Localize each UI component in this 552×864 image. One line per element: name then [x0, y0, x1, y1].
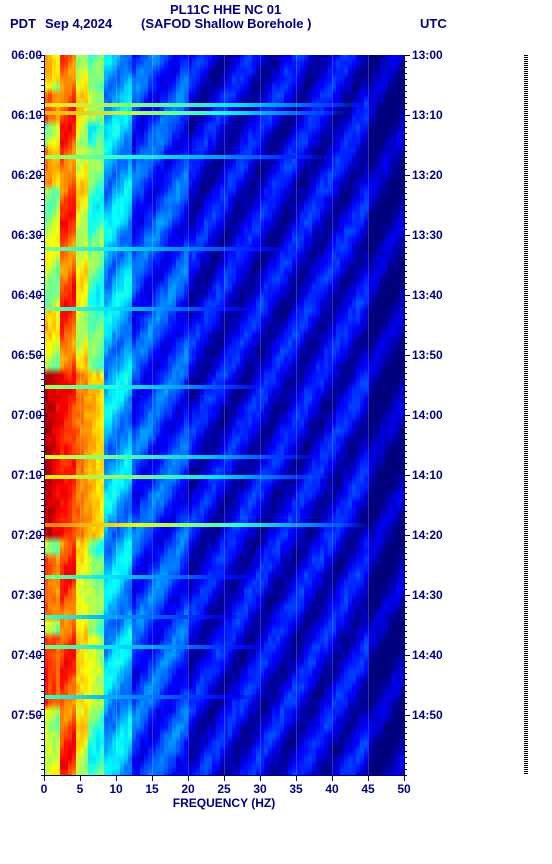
x-tick-label: 5 [70, 782, 90, 796]
y-tick-left-label: 06:10 [2, 108, 42, 122]
x-tick-label: 10 [106, 782, 126, 796]
y-tick-right-label: 14:50 [412, 708, 443, 722]
x-tick-label: 15 [142, 782, 162, 796]
y-tick-right-label: 13:10 [412, 108, 443, 122]
y-tick-right-label: 13:20 [412, 168, 443, 182]
y-tick-right-label: 13:30 [412, 228, 443, 242]
y-tick-right-label: 14:30 [412, 588, 443, 602]
y-tick-right-label: 14:40 [412, 648, 443, 662]
y-tick-right-label: 13:40 [412, 288, 443, 302]
y-axis-left-line [44, 55, 45, 775]
y-tick-left-label: 06:20 [2, 168, 42, 182]
x-tick-label: 50 [394, 782, 414, 796]
x-tick-label: 0 [34, 782, 54, 796]
x-tick-label: 20 [178, 782, 198, 796]
y-tick-left-label: 07:10 [2, 468, 42, 482]
y-tick-right-label: 14:10 [412, 468, 443, 482]
colorbar-indicator [524, 55, 528, 775]
y-tick-right-label: 14:20 [412, 528, 443, 542]
y-tick-left-label: 06:30 [2, 228, 42, 242]
y-tick-left-label: 07:20 [2, 528, 42, 542]
x-axis-label: FREQUENCY (HZ) [44, 796, 404, 810]
spectrogram-plot [44, 55, 404, 775]
y-tick-right-label: 14:00 [412, 408, 443, 422]
x-tick-label: 25 [214, 782, 234, 796]
tz-right-label: UTC [420, 16, 447, 31]
y-tick-left-label: 07:40 [2, 648, 42, 662]
x-tick-label: 45 [358, 782, 378, 796]
station-name: (SAFOD Shallow Borehole ) [141, 16, 311, 31]
y-tick-left-label: 07:30 [2, 588, 42, 602]
x-tick-label: 35 [286, 782, 306, 796]
date-label: Sep 4,2024 [45, 16, 112, 31]
y-tick-left-label: 06:40 [2, 288, 42, 302]
y-tick-left-label: 06:00 [2, 48, 42, 62]
x-tick-label: 40 [322, 782, 342, 796]
x-tick-label: 30 [250, 782, 270, 796]
y-tick-left-label: 06:50 [2, 348, 42, 362]
y-tick-left-label: 07:00 [2, 408, 42, 422]
y-tick-right-label: 13:50 [412, 348, 443, 362]
y-tick-left-label: 07:50 [2, 708, 42, 722]
y-tick-right-label: 13:00 [412, 48, 443, 62]
station-code: PL11C HHE NC 01 [170, 2, 281, 17]
tz-left-label: PDT [10, 16, 36, 31]
